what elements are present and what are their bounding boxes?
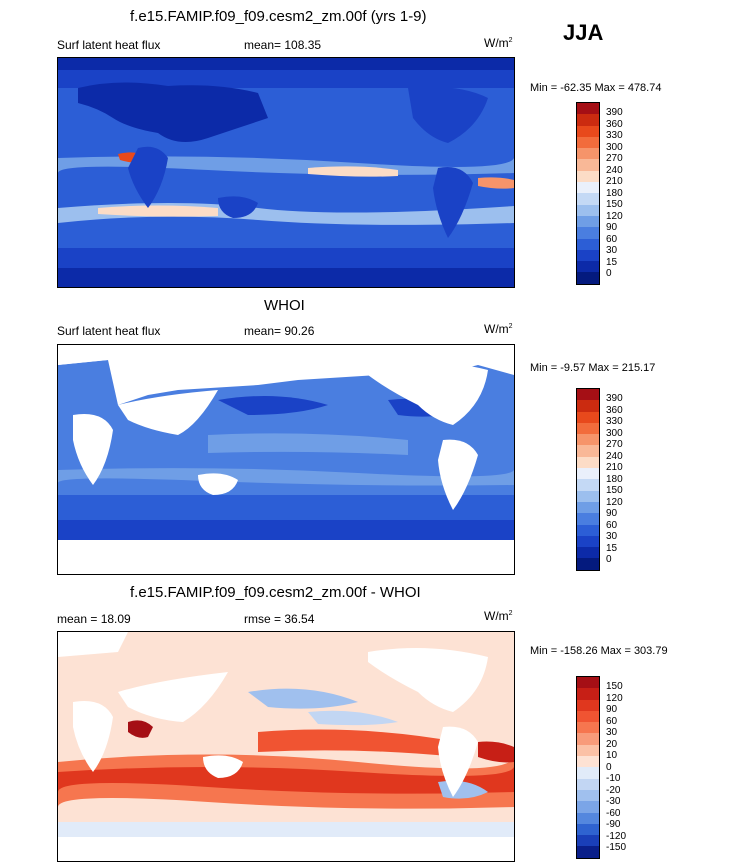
tick: 90	[606, 508, 618, 519]
tick: 390	[606, 393, 623, 404]
panel2-colorbar	[576, 388, 600, 571]
tick: 150	[606, 485, 623, 496]
tick: 330	[606, 130, 623, 141]
tick: -60	[606, 807, 621, 819]
tick: 0	[606, 554, 612, 565]
tick: 60	[606, 715, 618, 727]
tick: 0	[606, 268, 612, 279]
tick: 30	[606, 727, 618, 738]
panel3-colorbar-ticks: 150 120 90 60 30 20 10 0 -10 -20 -30 -60 -90 -120 -150	[606, 681, 626, 854]
tick: 90	[606, 704, 618, 715]
tick: 210	[606, 462, 623, 473]
tick: 360	[606, 404, 623, 416]
tick: 180	[606, 473, 623, 485]
tick: 10	[606, 750, 618, 761]
tick: -10	[606, 773, 621, 784]
tick: -150	[606, 842, 627, 853]
tick: 360	[606, 118, 623, 130]
panel1-minmax: Min = -62.35 Max = 478.74	[530, 82, 662, 94]
tick: -30	[606, 796, 621, 807]
tick: -90	[606, 819, 621, 830]
tick: 270	[606, 439, 623, 450]
tick: 240	[606, 450, 623, 462]
tick: 150	[606, 199, 623, 210]
tick: 15	[606, 542, 618, 554]
tick: 120	[606, 496, 623, 508]
panel3-units: W/m2	[484, 609, 513, 623]
tick: 90	[606, 222, 618, 233]
tick: 30	[606, 531, 618, 542]
tick: 20	[606, 738, 618, 750]
panel1-units: W/m2	[484, 36, 513, 50]
panel2-minmax: Min = -9.57 Max = 215.17	[530, 362, 656, 374]
panel1-title: f.e15.FAMIP.f09_f09.cesm2_zm.00f (yrs 1-…	[130, 8, 427, 25]
tick: 210	[606, 176, 623, 187]
panel1-mean: mean= 108.35	[244, 38, 322, 52]
panel3-map	[57, 631, 515, 862]
panel2-units: W/m2	[484, 322, 513, 336]
panel2-field	[58, 345, 514, 574]
panel3-field	[58, 632, 514, 861]
panel3-mean: mean = 18.09	[57, 612, 131, 626]
panel3-title: f.e15.FAMIP.f09_f09.cesm2_zm.00f - WHOI	[130, 584, 421, 601]
tick: 120	[606, 210, 623, 222]
tick: 30	[606, 245, 618, 256]
tick: 330	[606, 416, 623, 427]
panel1-left-label: Surf latent heat flux	[57, 38, 161, 52]
panel2-mean: mean= 90.26	[244, 324, 315, 338]
tick: 60	[606, 519, 618, 531]
tick: 120	[606, 692, 623, 704]
panel2-left-label: Surf latent heat flux	[57, 324, 161, 338]
panel1-field	[58, 58, 514, 287]
tick: 300	[606, 141, 623, 153]
tick: 300	[606, 427, 623, 439]
tick: 270	[606, 153, 623, 164]
panel2-map	[57, 344, 515, 575]
tick: -20	[606, 784, 621, 796]
season-label: JJA	[563, 20, 604, 45]
tick: -120	[606, 830, 627, 842]
panel2-title: WHOI	[264, 297, 305, 314]
tick: 150	[606, 681, 623, 692]
tick: 60	[606, 233, 618, 245]
panel1-colorbar-ticks: 390 360 330 300 270 240 210 180 150 120 90 60 30 15 0	[606, 107, 623, 280]
panel1-map	[57, 57, 515, 288]
tick: 240	[606, 164, 623, 176]
tick: 15	[606, 256, 618, 268]
panel3-rmse: rmse = 36.54	[244, 612, 315, 626]
tick: 0	[606, 761, 612, 773]
panel3-colorbar	[576, 676, 600, 859]
tick: 180	[606, 187, 623, 199]
panel3-minmax: Min = -158.26 Max = 303.79	[530, 645, 668, 657]
panel2-colorbar-ticks: 390 360 330 300 270 240 210 180 150 120 90 60 30 15 0	[606, 393, 623, 566]
panel1-colorbar	[576, 102, 600, 285]
tick: 390	[606, 107, 623, 118]
